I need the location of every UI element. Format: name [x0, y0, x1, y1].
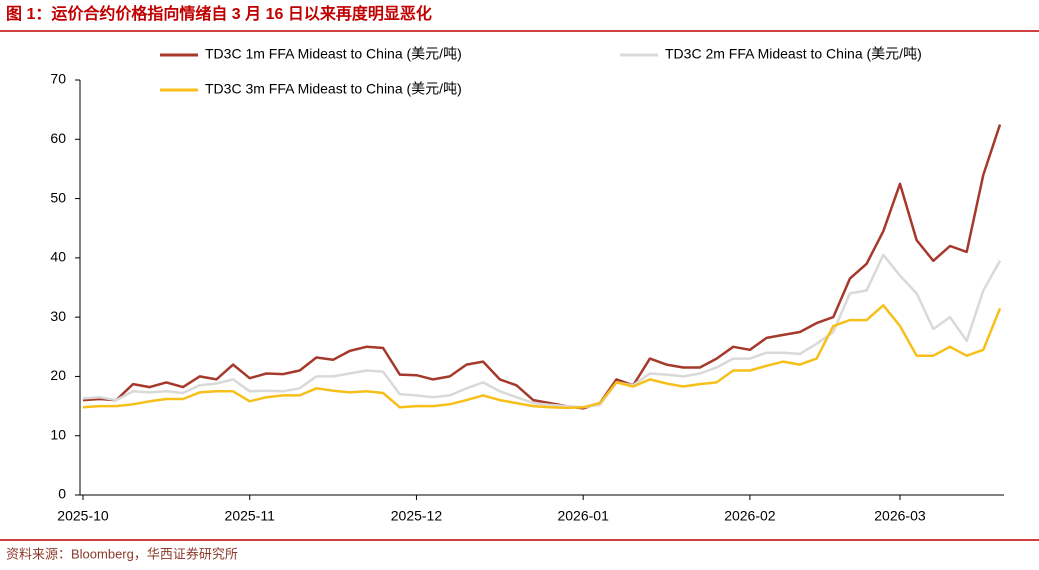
legend-label: TD3C 1m FFA Mideast to China (美元/吨) [205, 46, 462, 62]
x-tick-label: 2026-02 [724, 508, 776, 524]
x-tick-label: 2026-01 [557, 508, 609, 524]
y-tick-label: 60 [50, 130, 66, 146]
series-line [82, 253, 1002, 409]
y-tick-label: 30 [50, 308, 66, 324]
x-tick-label: 2025-10 [57, 508, 109, 524]
source: 资料来源：Bloomberg，华西证券研究所 [6, 546, 238, 561]
series-line [82, 124, 1002, 410]
y-tick-label: 20 [50, 367, 66, 383]
legend-label: TD3C 3m FFA Mideast to China (美元/吨) [205, 81, 462, 97]
x-tick-label: 2025-11 [225, 508, 276, 524]
series-line [82, 304, 1002, 410]
y-tick-label: 10 [50, 426, 66, 442]
chart-title: 图 1：运价合约价格指向情绪自 3 月 16 日以来再度明显恶化 [6, 4, 432, 23]
y-tick-label: 50 [50, 189, 66, 205]
x-tick-label: 2025-12 [391, 508, 443, 524]
legend-label: TD3C 2m FFA Mideast to China (美元/吨) [665, 46, 922, 62]
y-tick-label: 40 [50, 249, 66, 265]
y-tick-label: 0 [58, 486, 66, 502]
x-tick-label: 2026-03 [874, 508, 926, 524]
y-tick-label: 70 [50, 71, 66, 87]
